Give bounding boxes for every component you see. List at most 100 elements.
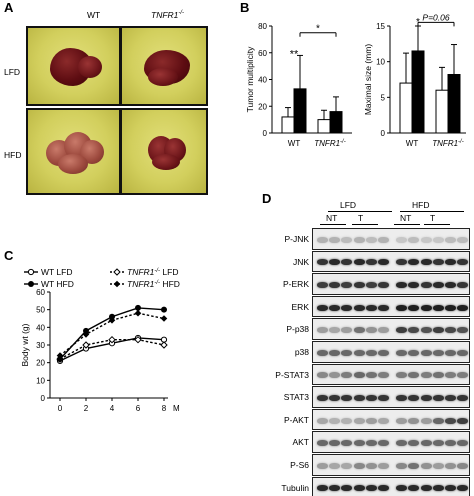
blot-row-label: P-p38 bbox=[286, 324, 309, 335]
blot-strip bbox=[312, 273, 470, 295]
panel-a-letter: A bbox=[4, 0, 14, 15]
blot-band bbox=[396, 304, 408, 311]
blot-row-label: JNK bbox=[292, 256, 309, 267]
x-tick-label: 4 bbox=[110, 404, 115, 413]
blot-band bbox=[329, 327, 341, 334]
data-point bbox=[82, 331, 90, 338]
blot-subgroup-line bbox=[424, 224, 450, 225]
blot-strip bbox=[312, 476, 470, 496]
blot-band bbox=[341, 327, 353, 334]
blot-band bbox=[432, 281, 444, 288]
blot-band bbox=[396, 485, 408, 492]
bar bbox=[447, 74, 461, 134]
data-point bbox=[82, 341, 90, 349]
blot-band bbox=[408, 485, 420, 492]
blot-band bbox=[457, 417, 469, 424]
blot-band bbox=[341, 462, 353, 469]
blot-band bbox=[365, 462, 377, 469]
blot-band bbox=[420, 440, 432, 447]
blot-subgroup-nt: NT bbox=[326, 213, 338, 223]
blot-band bbox=[396, 417, 408, 424]
blot-band bbox=[378, 281, 389, 288]
blot-group-lfd: LFD bbox=[340, 200, 357, 210]
blot-band bbox=[396, 394, 408, 401]
blot-strip bbox=[312, 431, 470, 453]
blot-band bbox=[457, 485, 469, 492]
blot-band bbox=[408, 281, 420, 288]
blot-band bbox=[432, 304, 444, 311]
blot-band bbox=[378, 372, 389, 379]
y-tick-label: 0 bbox=[263, 129, 268, 138]
blot-band bbox=[353, 236, 365, 243]
blot-strip bbox=[312, 386, 470, 408]
blot-band bbox=[396, 236, 408, 243]
blot-band bbox=[365, 440, 377, 447]
data-point bbox=[134, 335, 142, 344]
blot-band bbox=[457, 372, 469, 379]
blot-strip bbox=[312, 228, 470, 250]
legend-marker bbox=[113, 268, 121, 276]
blot-band bbox=[378, 440, 389, 447]
panel-a-col-wt: WT bbox=[87, 10, 101, 20]
blot-band bbox=[317, 462, 328, 469]
y-tick-label: 40 bbox=[258, 76, 267, 85]
bar bbox=[435, 89, 449, 134]
blot-band bbox=[329, 462, 341, 469]
x-tick-label: 6 bbox=[136, 404, 141, 413]
blot-band bbox=[420, 281, 432, 288]
y-tick-label: 80 bbox=[258, 22, 267, 31]
blot-band bbox=[317, 349, 328, 356]
blot-band bbox=[329, 394, 341, 401]
blot-band bbox=[420, 236, 432, 243]
blot-band bbox=[353, 372, 365, 379]
blot-subgroup-t: T bbox=[430, 213, 436, 223]
y-tick-label: 60 bbox=[36, 288, 45, 297]
body-weight-chart: 0 10 20 30 40 50 60 0 2 4 6 8 M Body wt (g) bbox=[20, 288, 180, 413]
blot-subgroup-line bbox=[394, 224, 420, 225]
y-tick-label: 15 bbox=[376, 22, 385, 31]
y-tick-label: 20 bbox=[258, 102, 267, 111]
significance-marker: ** bbox=[290, 48, 299, 60]
blot-band bbox=[317, 259, 328, 266]
blot-band bbox=[420, 349, 432, 356]
blot-band bbox=[378, 259, 389, 266]
blot-band bbox=[317, 394, 328, 401]
legend-label: WT HFD bbox=[41, 279, 74, 289]
blot-group-line bbox=[400, 211, 464, 212]
liver-tnfr1-lfd-lobe bbox=[148, 68, 178, 86]
x-category-label: WT bbox=[288, 139, 301, 148]
blot-band bbox=[329, 259, 341, 266]
blot-band bbox=[378, 304, 389, 311]
blot-band bbox=[445, 304, 456, 311]
blot-subgroup-line bbox=[320, 224, 346, 225]
blot-strip bbox=[312, 318, 470, 340]
bar bbox=[329, 111, 343, 134]
blot-band bbox=[396, 462, 408, 469]
blot-band bbox=[378, 462, 389, 469]
y-tick-label: 50 bbox=[36, 306, 45, 315]
blot-band bbox=[365, 281, 377, 288]
significance-marker: * bbox=[316, 24, 320, 35]
blot-band bbox=[329, 440, 341, 447]
blot-band bbox=[317, 417, 328, 424]
y-axis-label: Tumor multiplicity bbox=[245, 46, 255, 113]
liver-tnfr1-hfd-lobe-3 bbox=[152, 154, 180, 170]
blot-band bbox=[317, 304, 328, 311]
blot-band bbox=[329, 349, 341, 356]
blot-band bbox=[378, 236, 389, 243]
blot-band bbox=[432, 327, 444, 334]
data-point bbox=[161, 306, 167, 313]
panel-d-letter: D bbox=[262, 191, 272, 206]
blot-strip bbox=[312, 250, 470, 273]
blot-band bbox=[445, 281, 456, 288]
bar bbox=[293, 88, 307, 134]
blot-band bbox=[457, 462, 469, 469]
blot-band bbox=[445, 236, 456, 243]
blot-band bbox=[365, 394, 377, 401]
blot-band bbox=[341, 440, 353, 447]
data-point bbox=[109, 313, 115, 320]
y-tick-label: 10 bbox=[36, 376, 45, 385]
blot-band bbox=[365, 304, 377, 311]
